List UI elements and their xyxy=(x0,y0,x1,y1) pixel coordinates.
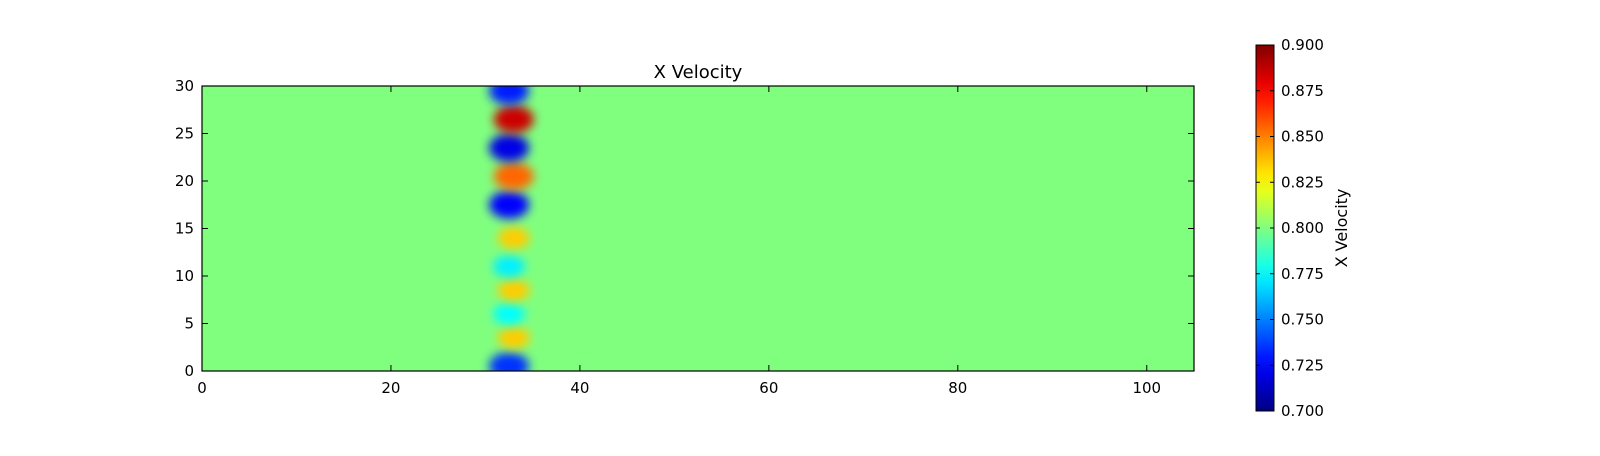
x-axis: 0 20 40 60 80 100 xyxy=(197,86,1161,397)
y-tick-label: 15 xyxy=(175,220,194,238)
heatmap-background xyxy=(202,86,1194,371)
colorbar-tick-label: 0.850 xyxy=(1281,128,1324,146)
colorbar-tick-label: 0.700 xyxy=(1281,402,1324,420)
heatmap-cell-10 xyxy=(489,86,530,105)
heatmap-cell-5 xyxy=(497,227,530,249)
heatmap-cell-3 xyxy=(497,279,530,302)
colorbar-tick-label: 0.825 xyxy=(1281,173,1324,191)
x-tick-label: 40 xyxy=(570,379,589,397)
colorbar-tick-label: 0.900 xyxy=(1281,36,1324,54)
colorbar-tick-label: 0.800 xyxy=(1281,219,1324,237)
x-tick-label: 100 xyxy=(1132,379,1161,397)
heatmap-cell-4 xyxy=(493,255,526,278)
heatmap-cell-6 xyxy=(489,190,530,219)
colorbar-tick-label: 0.775 xyxy=(1281,265,1324,283)
x-tick-label: 60 xyxy=(759,379,778,397)
y-tick-label: 20 xyxy=(175,172,194,190)
colorbar-tick-label: 0.725 xyxy=(1281,356,1324,374)
heatmap-cell-7 xyxy=(493,162,534,191)
colorbar-tick-label: 0.750 xyxy=(1281,311,1324,329)
y-tick-label: 30 xyxy=(175,77,194,95)
y-tick-label: 10 xyxy=(175,267,194,285)
heatmap-features xyxy=(489,86,534,371)
heatmap-cell-9 xyxy=(493,105,534,134)
y-axis: 0 5 10 15 20 25 30 xyxy=(175,77,1194,380)
colorbar-tick-label: 0.875 xyxy=(1281,82,1324,100)
colorbar-label: X Velocity xyxy=(1332,189,1351,268)
y-tick-label: 25 xyxy=(175,125,194,143)
heatmap-cell-1 xyxy=(497,326,530,349)
x-tick-label: 80 xyxy=(948,379,967,397)
chart-title: X Velocity xyxy=(654,62,743,83)
x-tick-label: 0 xyxy=(197,379,207,397)
y-tick-label: 5 xyxy=(184,315,194,333)
heatmap-cell-8 xyxy=(489,133,530,162)
heatmap-cell-2 xyxy=(493,303,526,325)
heatmap-cell-0 xyxy=(489,352,530,371)
x-tick-label: 20 xyxy=(381,379,400,397)
colorbar-ticks: 0.700 0.725 0.750 0.775 0.800 0.825 0.850 0.875… xyxy=(1256,36,1324,420)
y-tick-label: 0 xyxy=(184,362,194,380)
